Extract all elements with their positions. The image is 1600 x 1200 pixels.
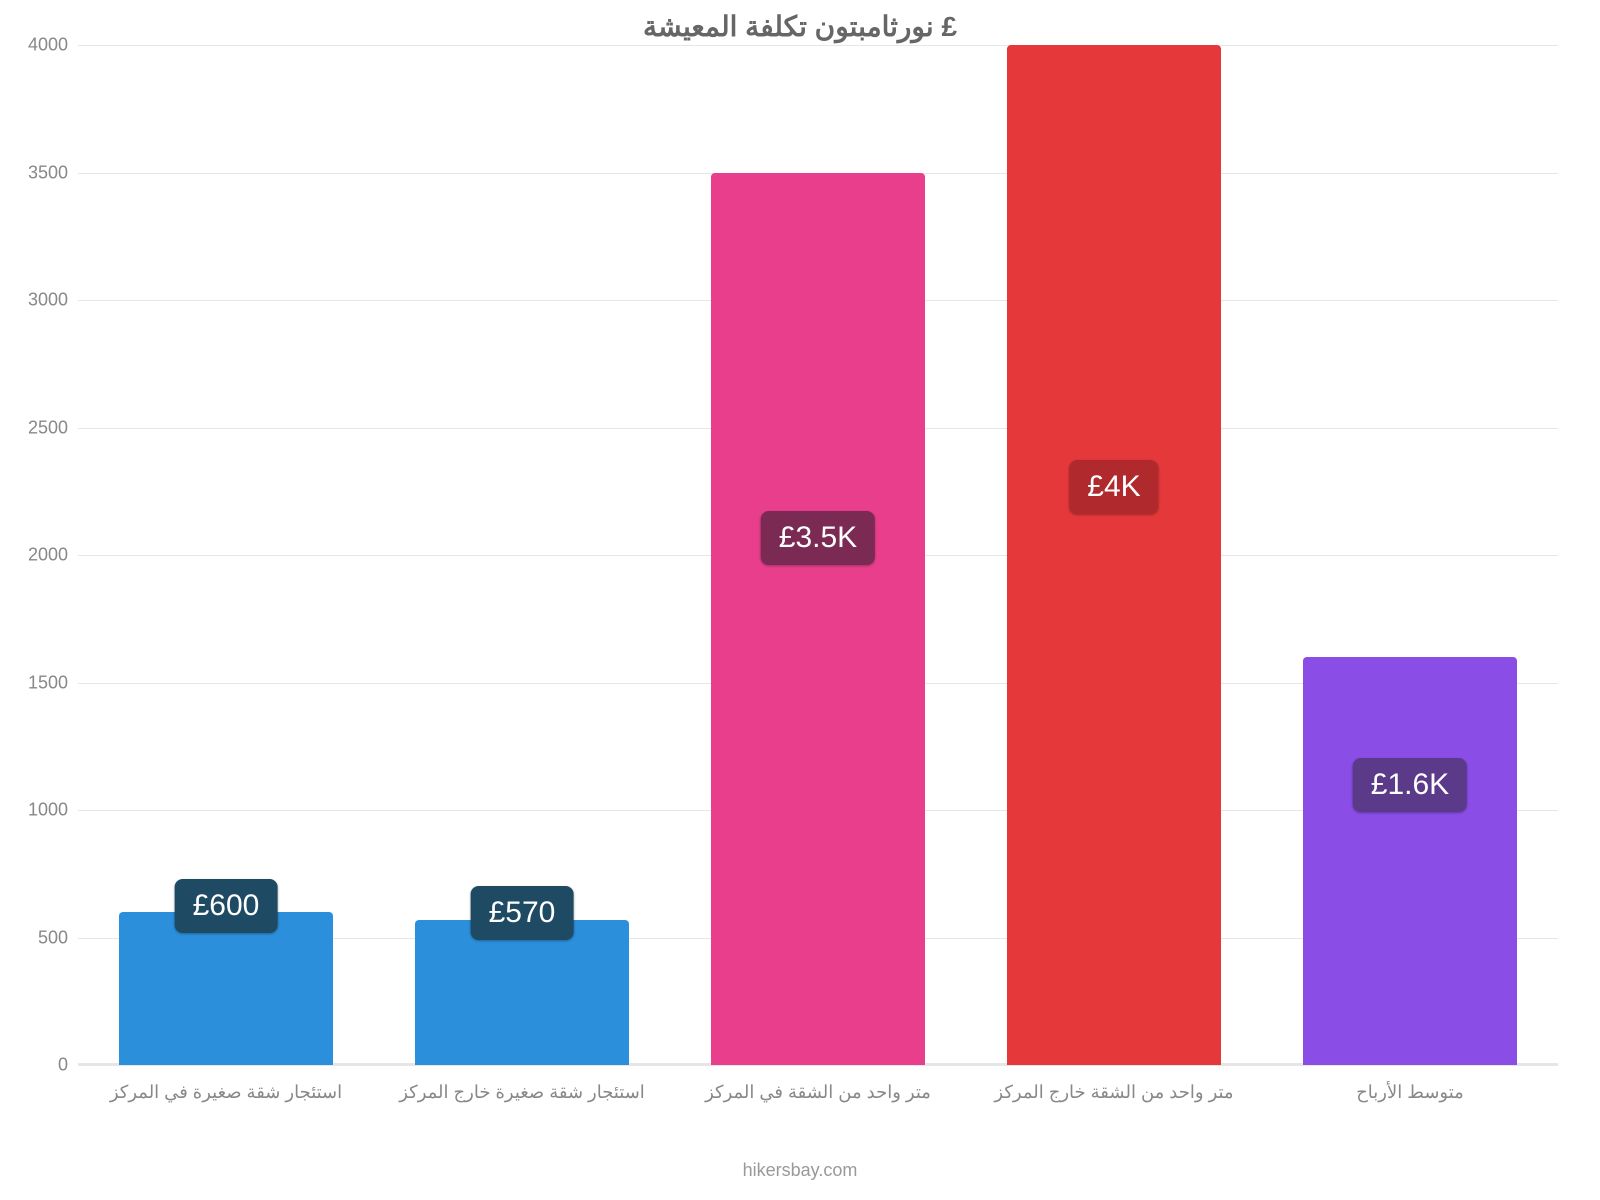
bar-slot: £4K [966,45,1262,1065]
bars-layer: £600 £570 £3.5K £4K £1.6K [78,45,1558,1065]
x-tick-label: متر واحد من الشقة خارج المركز [966,1082,1262,1103]
bar-value-badge: £570 [471,886,574,940]
bar-value-badge: £600 [175,879,278,933]
bar [711,173,924,1066]
x-tick-label: متوسط الأرباح [1262,1082,1558,1103]
bar-slot: £3.5K [670,45,966,1065]
bar [119,912,332,1065]
bar-slot: £600 [78,45,374,1065]
x-tick-label: متر واحد من الشقة في المركز [670,1082,966,1103]
bar [1303,657,1516,1065]
chart-container: نورثامبتون تكلفة المعيشة £ £600 £570 £3.5K… [0,0,1600,1200]
y-tick-label: 0 [58,1055,68,1076]
y-tick-label: 1000 [28,800,68,821]
bar-value-badge: £4K [1069,460,1158,514]
bar [1007,45,1220,1065]
bar-slot: £1.6K [1262,45,1558,1065]
grid-line [78,1065,1558,1066]
bar-slot: £570 [374,45,670,1065]
bar-value-badge: £3.5K [761,511,875,565]
y-tick-label: 3000 [28,290,68,311]
chart-footer: hikersbay.com [0,1160,1600,1181]
y-tick-label: 500 [38,927,68,948]
x-tick-label: استئجار شقة صغيرة في المركز [78,1082,374,1103]
chart-title: نورثامبتون تكلفة المعيشة £ [0,10,1600,43]
y-tick-label: 2000 [28,545,68,566]
y-tick-label: 3500 [28,162,68,183]
y-tick-label: 1500 [28,672,68,693]
bar-value-badge: £1.6K [1353,758,1467,812]
bar [415,920,628,1065]
y-tick-label: 4000 [28,35,68,56]
y-tick-label: 2500 [28,417,68,438]
x-tick-label: استئجار شقة صغيرة خارج المركز [374,1082,670,1103]
